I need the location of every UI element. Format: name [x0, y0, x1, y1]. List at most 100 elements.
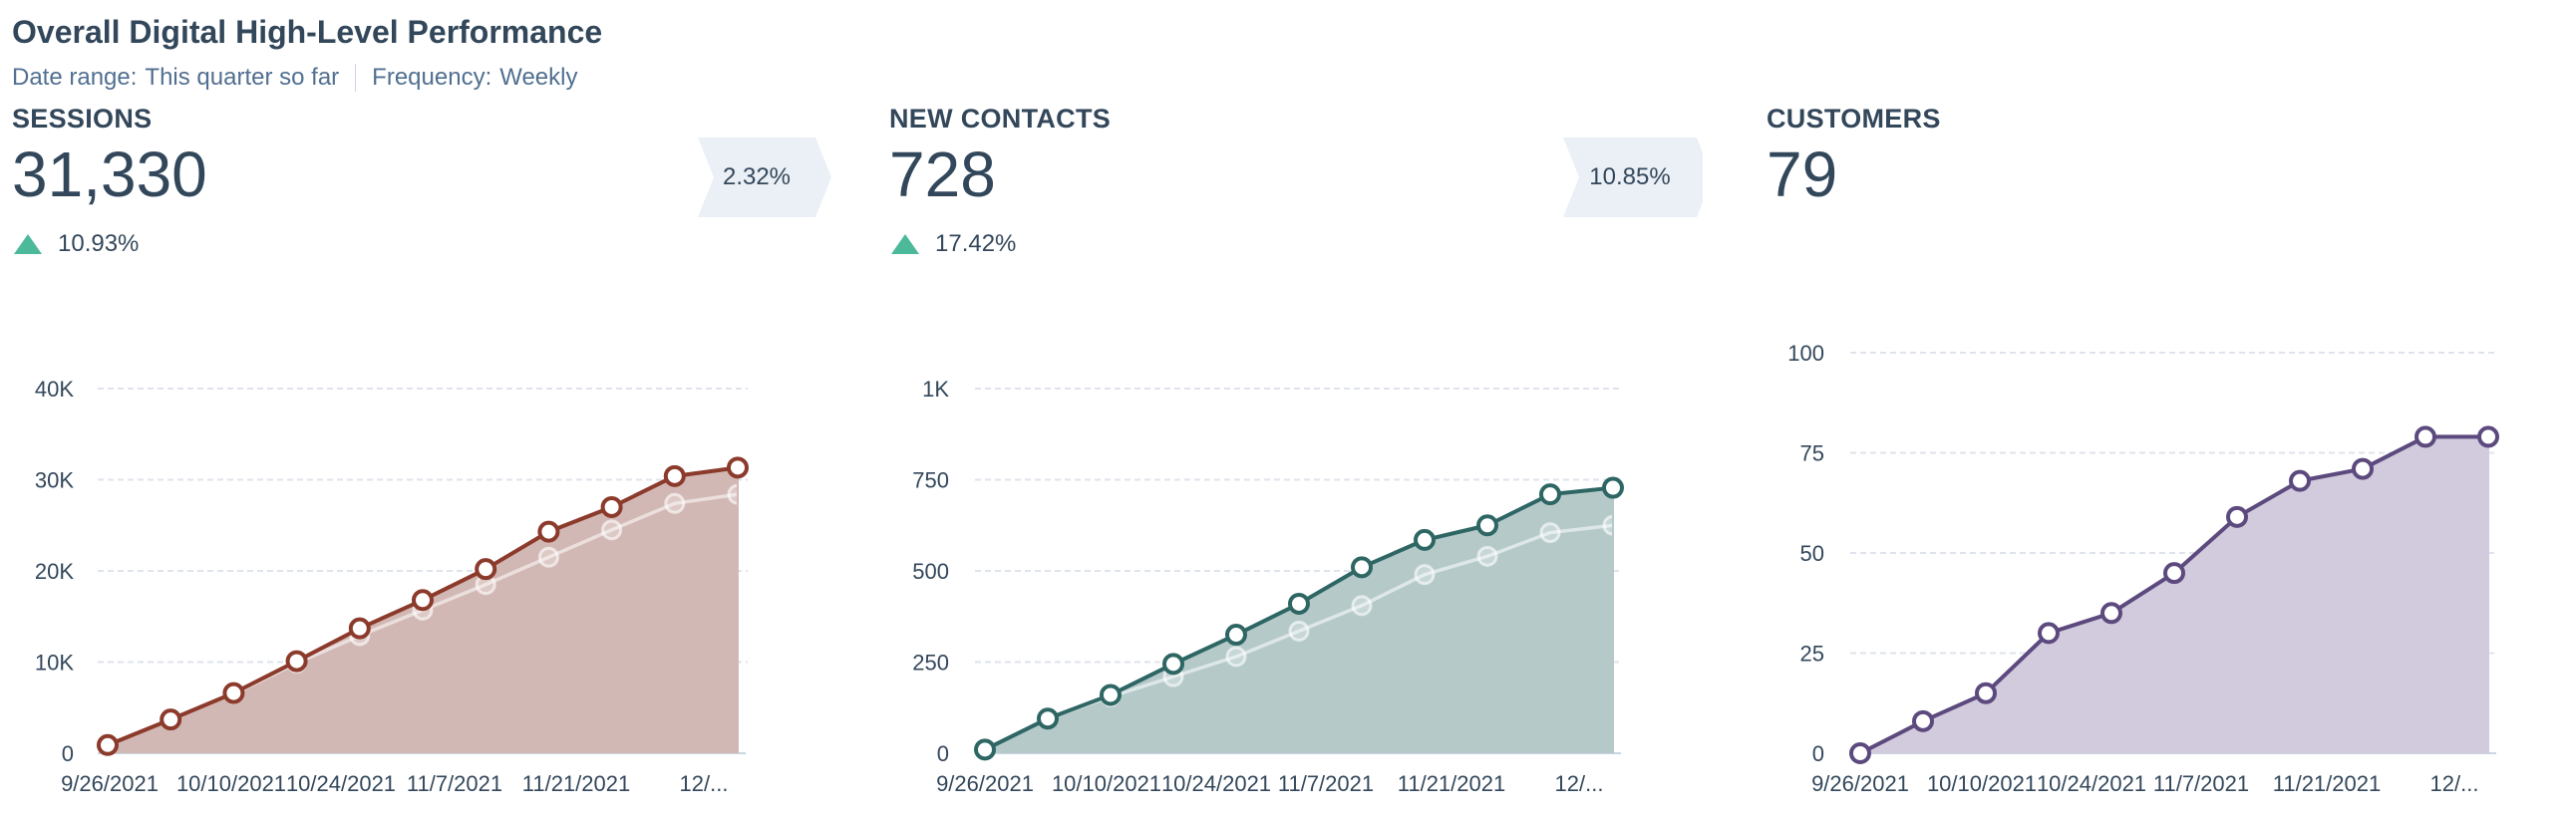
metric-change-value: 10.93%	[58, 230, 140, 257]
data-point	[2163, 562, 2185, 585]
comparison-point	[1351, 595, 1373, 617]
data-point	[1849, 742, 1871, 764]
comparison-point	[1414, 564, 1436, 586]
data-point	[222, 682, 245, 704]
chart-svg: 0 25 50 75 100 9/26/2021 10/10/2021 10/24/2021 1…	[1787, 341, 2499, 796]
data-point	[600, 495, 623, 518]
new-contacts-chart: 0 250 500 750 1K 9/26/2021 10/10/2021 10/24/202…	[875, 319, 1733, 815]
data-point	[1288, 592, 1310, 615]
data-point	[1037, 707, 1059, 730]
y-tick-label: 50	[1800, 541, 1824, 566]
y-tick-label: 75	[1800, 441, 1824, 466]
chevron-arrow-shape	[1563, 137, 1703, 217]
y-tick-label: 10K	[35, 651, 74, 676]
data-point	[1912, 709, 1934, 732]
data-point	[412, 589, 434, 612]
area-fill	[985, 487, 1613, 753]
data-point	[1100, 683, 1122, 706]
x-tick-label: 12/...	[2430, 771, 2479, 796]
x-tick-label: 11/7/2021	[1278, 771, 1374, 796]
data-point	[1225, 624, 1247, 647]
x-tick-label: 11/21/2021	[522, 771, 630, 796]
data-point	[2226, 505, 2248, 528]
x-tick-label: 11/21/2021	[1398, 771, 1505, 796]
sessions-panel: SESSIONS 31,330 10.93%	[12, 104, 690, 258]
x-tick-label: 10/10/2021	[176, 771, 286, 796]
y-tick-label: 1K	[922, 377, 949, 402]
data-point	[348, 617, 371, 640]
data-point	[1476, 514, 1498, 537]
x-tick-label: 12/...	[1555, 771, 1604, 796]
conversion-rate-arrow: 2.32%	[698, 137, 837, 217]
frequency-value[interactable]: Weekly	[499, 64, 578, 91]
data-point	[1414, 528, 1436, 551]
triangle-up-icon	[891, 234, 919, 254]
comparison-point	[1225, 646, 1247, 668]
data-point	[663, 464, 686, 487]
chart-svg: 0 250 500 750 1K 9/26/2021 10/10/2021 10/24/202…	[912, 377, 1624, 796]
data-point	[285, 650, 308, 673]
data-point	[2415, 425, 2436, 448]
chart-svg: 0 10K 20K 30K 40K 9/26/2021 10/10/2021 10/24/20…	[35, 377, 749, 796]
y-tick-label: 500	[912, 559, 949, 584]
y-tick-label: 20K	[35, 559, 74, 584]
report-filters: Date range: This quarter so far Frequenc…	[12, 64, 577, 92]
x-tick-label: 12/...	[680, 771, 729, 796]
comparison-point	[664, 492, 686, 514]
triangle-up-icon	[14, 234, 42, 254]
metric-change: 10.93%	[12, 230, 690, 258]
y-tick-label: 0	[1812, 741, 1824, 766]
y-tick-label: 0	[937, 741, 949, 766]
frequency-label: Frequency:	[372, 64, 492, 91]
data-point	[727, 456, 749, 479]
data-point	[160, 708, 182, 731]
x-tick-label: 10/10/2021	[1052, 771, 1161, 796]
y-tick-label: 100	[1787, 341, 1824, 366]
metric-value: 79	[1767, 138, 1838, 210]
date-range-value[interactable]: This quarter so far	[145, 64, 340, 91]
conversion-rate-value: 2.32%	[722, 163, 792, 190]
metric-change: 17.42%	[889, 230, 1567, 258]
filter-divider	[355, 64, 357, 92]
data-point	[1162, 653, 1184, 676]
data-point	[1602, 476, 1624, 499]
data-point	[2352, 457, 2374, 480]
y-tick-label: 0	[62, 741, 74, 766]
chevron-arrow-shape	[698, 137, 831, 217]
y-tick-label: 25	[1800, 642, 1824, 667]
customers-panel: CUSTOMERS 79	[1767, 104, 2444, 206]
x-tick-label: 10/10/2021	[1927, 771, 2037, 796]
comparison-point	[1539, 522, 1561, 544]
x-tick-label: 11/7/2021	[407, 771, 502, 796]
data-point	[1539, 483, 1561, 506]
x-tick-label: 11/7/2021	[2153, 771, 2249, 796]
report-title: Overall Digital High-Level Performance	[12, 14, 603, 50]
comparison-point	[1288, 620, 1310, 642]
sessions-chart: 0 10K 20K 30K 40K 9/26/2021 10/10/2021 10/24/20…	[0, 319, 857, 815]
comparison-point	[601, 519, 623, 541]
data-point	[2289, 469, 2311, 492]
customers-chart: 0 25 50 75 100 9/26/2021 10/10/2021 10/24/2021 1…	[1751, 319, 2576, 815]
x-tick-label: 10/24/2021	[2037, 771, 2146, 796]
metric-change-value: 17.42%	[935, 230, 1017, 257]
metric-value: 728	[889, 138, 996, 210]
metric-value: 31,330	[12, 138, 207, 210]
y-tick-label: 750	[912, 468, 949, 493]
x-tick-label: 9/26/2021	[1811, 771, 1909, 796]
x-tick-label: 9/26/2021	[936, 771, 1034, 796]
data-point	[537, 520, 560, 543]
area-fill	[1860, 436, 2488, 753]
data-point	[1975, 682, 1997, 704]
x-tick-label: 9/26/2021	[61, 771, 159, 796]
comparison-point	[537, 546, 559, 568]
data-point	[974, 738, 996, 761]
data-point	[97, 733, 119, 756]
x-tick-label: 10/24/2021	[1161, 771, 1271, 796]
data-point	[2038, 622, 2060, 645]
y-tick-label: 40K	[35, 377, 74, 402]
conversion-rate-value: 10.85%	[1589, 163, 1671, 190]
conversion-rate-arrow: 10.85%	[1563, 137, 1703, 217]
data-point	[1351, 556, 1373, 579]
data-point	[475, 558, 497, 581]
x-tick-label: 11/21/2021	[2273, 771, 2381, 796]
